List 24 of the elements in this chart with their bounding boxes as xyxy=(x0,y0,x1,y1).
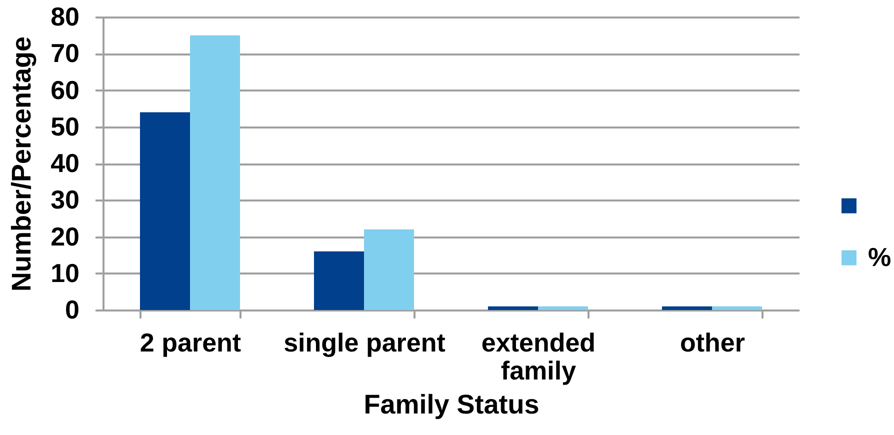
y-tick-label: 50 xyxy=(50,111,80,142)
bar xyxy=(662,306,712,310)
bar xyxy=(364,229,414,310)
y-tick-label: 70 xyxy=(50,38,80,68)
x-tick-label: extended family xyxy=(481,328,596,386)
bar xyxy=(488,306,538,310)
x-axis-title: Family Status xyxy=(364,390,540,420)
bar xyxy=(190,35,240,310)
y-tick-label: 30 xyxy=(50,184,80,215)
bar xyxy=(140,112,190,310)
bar xyxy=(538,306,588,310)
bar xyxy=(314,251,364,310)
bar xyxy=(712,306,762,310)
y-tick-label: 20 xyxy=(50,221,80,252)
y-tick-label: 60 xyxy=(50,74,80,105)
y-axis-title: Number/Percentage xyxy=(6,36,37,292)
x-tick-label: single parent xyxy=(284,328,446,358)
y-tick-label: 0 xyxy=(65,294,80,324)
x-tick-label: other xyxy=(680,328,745,358)
x-tick-label: 2 parent xyxy=(140,328,242,358)
y-tick-label: 40 xyxy=(50,148,80,178)
legend-label: % xyxy=(868,242,892,272)
y-tick-label: 10 xyxy=(50,258,80,288)
y-tick-label: 80 xyxy=(50,2,80,32)
